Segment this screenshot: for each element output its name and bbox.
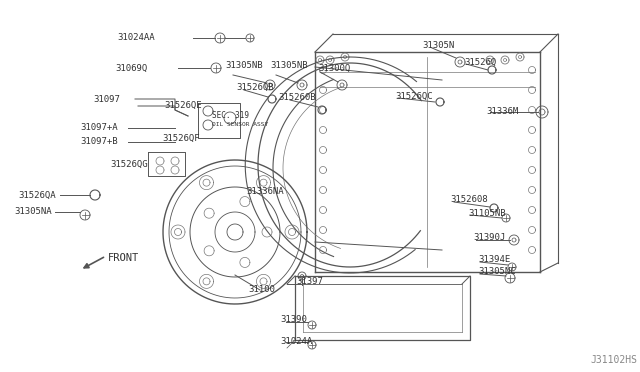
Text: 31526QB: 31526QB [236, 83, 274, 92]
Text: 31097: 31097 [93, 94, 120, 103]
Text: 31390J: 31390J [473, 234, 505, 243]
Text: 31024AA: 31024AA [117, 33, 155, 42]
Text: 31394E: 31394E [478, 256, 510, 264]
Text: 31397: 31397 [296, 278, 323, 286]
Text: J31102HS: J31102HS [590, 355, 637, 365]
Text: 31100: 31100 [248, 285, 275, 295]
Text: 31024A: 31024A [280, 337, 312, 346]
Text: 31526QA: 31526QA [19, 190, 56, 199]
Text: FRONT: FRONT [108, 253, 140, 263]
Text: 31526QE: 31526QE [164, 100, 202, 109]
Text: 3152608: 3152608 [450, 196, 488, 205]
Text: 31336NA: 31336NA [246, 187, 284, 196]
Text: 31526QC: 31526QC [395, 92, 433, 100]
Text: 31336M: 31336M [486, 108, 518, 116]
Text: 31390: 31390 [280, 315, 307, 324]
Text: 31305N: 31305N [422, 41, 454, 49]
Text: 31097+B: 31097+B [81, 138, 118, 147]
Text: OIL SENSOR ASSY: OIL SENSOR ASSY [212, 122, 268, 126]
Text: 31305NB: 31305NB [225, 61, 262, 71]
Text: 31526QG: 31526QG [110, 160, 148, 169]
Text: 31305NC: 31305NC [478, 267, 516, 276]
Text: SEC. 319: SEC. 319 [212, 112, 249, 121]
Text: 31526QF: 31526QF [162, 134, 200, 142]
Text: 315260B: 315260B [278, 93, 316, 102]
Text: 31305NB: 31305NB [270, 61, 308, 71]
Text: 31305NA: 31305NA [14, 208, 52, 217]
Text: 31069Q: 31069Q [116, 64, 148, 73]
Text: 31105NB: 31105NB [468, 208, 506, 218]
Text: 31097+A: 31097+A [81, 124, 118, 132]
Text: 31300Q: 31300Q [318, 64, 350, 73]
Text: 31526Q: 31526Q [464, 58, 496, 67]
